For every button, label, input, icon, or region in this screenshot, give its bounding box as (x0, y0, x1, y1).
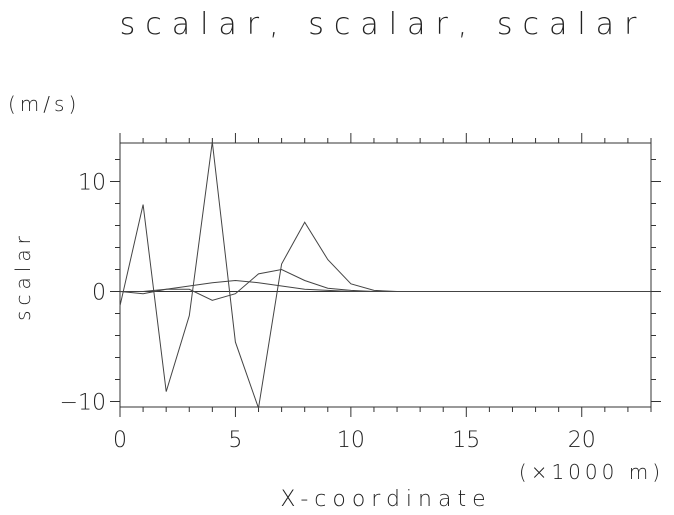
y-tick-label: −10 (60, 391, 106, 416)
x-tick-label: 5 (228, 428, 242, 453)
y-axis-unit: (m/s) (8, 92, 80, 116)
x-tick-label: 10 (337, 428, 365, 453)
x-axis-label: X-coordinate (280, 487, 491, 512)
x-tick-label: 0 (113, 428, 127, 453)
x-tick-label: 20 (568, 428, 596, 453)
y-axis-label: scalar (11, 231, 35, 321)
plot-frame (119, 142, 652, 408)
y-tick-label: 10 (78, 171, 106, 196)
series-line-1 (119, 141, 651, 409)
series-line-3 (120, 279, 651, 292)
y-tick-label: 0 (92, 281, 106, 306)
axis-ticks (110, 133, 661, 417)
tick-labels: 0 5 10 15 20 −10 0 10 (60, 171, 596, 454)
x-axis-unit: (×1000 m) (519, 460, 664, 484)
chart-title: scalar, scalar, scalar (120, 7, 647, 42)
series-layer (119, 141, 651, 409)
x-tick-label: 15 (452, 428, 480, 453)
